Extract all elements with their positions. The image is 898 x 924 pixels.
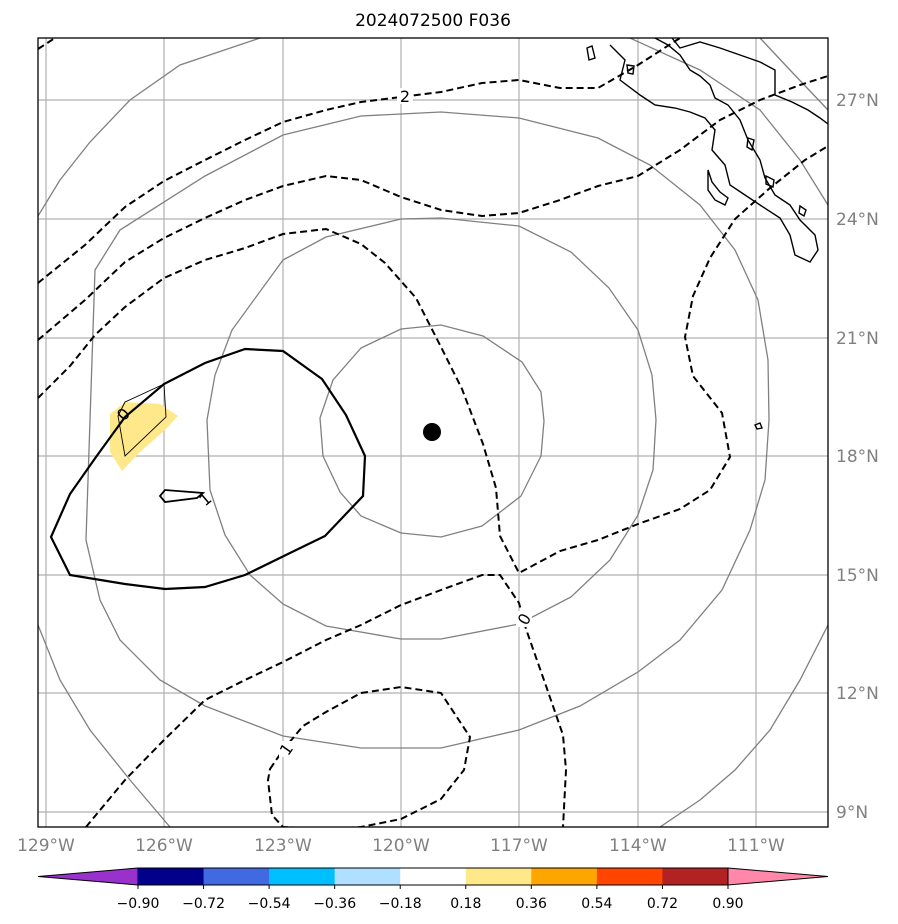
colorbar-tick-label: 0.54	[581, 896, 612, 912]
range-ring-15deg-right	[759, 38, 828, 111]
lat-label: 12°N	[836, 684, 879, 704]
colorbar-tick-label: −0.90	[117, 896, 160, 912]
map-frame	[37, 37, 829, 828]
colorbar-segment	[465, 868, 532, 885]
lat-label: 9°N	[836, 803, 868, 823]
colorbar-segment	[400, 868, 467, 885]
colorbar-tick-label: −0.54	[248, 896, 291, 912]
colorbar-border	[138, 867, 728, 886]
lon-label: 117°W	[490, 836, 548, 856]
lat-label: 24°N	[836, 210, 879, 230]
lon-label: 111°W	[727, 836, 785, 856]
lat-label: 27°N	[836, 91, 879, 111]
lat-label: 21°N	[836, 329, 879, 349]
range-ring-12deg-bottom	[38, 624, 171, 827]
colorbar-extend-max	[727, 867, 829, 886]
range-ring-12deg	[38, 38, 261, 217]
contour-label-bg	[279, 741, 293, 757]
colorbar-segment	[138, 868, 205, 885]
colorbar-tick-label: 0.36	[516, 896, 547, 912]
colorbar-tick-label: −0.18	[379, 896, 422, 912]
map-area[interactable]: 2 0 1 0 1	[37, 37, 829, 829]
colorbar-tick-label: −0.36	[313, 896, 356, 912]
storm-center-marker[interactable]	[423, 423, 441, 441]
gridlines	[38, 38, 828, 827]
dashed-contours	[38, 38, 828, 827]
contour-dashed-upper	[38, 38, 56, 50]
colorbar-tick-label: −0.72	[182, 896, 225, 912]
colorbar-extend-min	[37, 867, 139, 886]
range-ring-12deg-bottomright	[659, 624, 828, 827]
contour-solid-zero	[49, 347, 367, 591]
range-ring-6deg	[206, 217, 657, 640]
colorbar-segment	[203, 868, 270, 885]
shade-outline	[117, 383, 167, 457]
contour-dashed-lower	[38, 145, 828, 575]
colorbar: −0.90 −0.72 −0.54 −0.36 −0.18 0.18 0.36 0.54 0.7…	[37, 867, 829, 912]
contour-label-bg	[397, 88, 413, 104]
contour-dashed-zero	[85, 574, 568, 827]
colorbar-tick-label: 0.90	[712, 896, 743, 912]
contour-dashed-one	[266, 685, 472, 827]
lat-label: 18°N	[836, 447, 879, 467]
colorbar-segment	[596, 868, 663, 885]
plot-title: 2024072500 F036	[355, 11, 511, 31]
range-ring-9deg	[85, 111, 770, 749]
colorbar-segment	[269, 868, 336, 885]
colorbar-segment	[531, 868, 598, 885]
range-ring-3deg	[319, 324, 545, 538]
lon-label: 120°W	[372, 836, 430, 856]
lon-label: 114°W	[609, 836, 667, 856]
contour-dashed-middle	[38, 75, 828, 341]
coastline-baja	[586, 38, 828, 430]
contour-dashed-2	[38, 38, 681, 284]
longitude-labels: 129°W 126°W 123°W 120°W 117°W 114°W 111°…	[17, 836, 785, 856]
lon-label: 123°W	[254, 836, 312, 856]
contour-small-closed	[158, 489, 206, 503]
contour-label-bg	[516, 611, 532, 627]
colorbar-segment	[662, 868, 729, 885]
colorbar-tick-label: 0.72	[647, 896, 678, 912]
lon-label: 129°W	[17, 836, 75, 856]
range-ring-12deg-right	[629, 38, 828, 206]
colorbar-segment	[334, 868, 401, 885]
range-rings	[38, 38, 828, 827]
contour-label: 2	[400, 87, 410, 106]
lon-label: 126°W	[135, 836, 193, 856]
lat-label: 15°N	[836, 566, 879, 586]
colorbar-tick-label: 0.18	[450, 896, 481, 912]
latitude-labels: 27°N 24°N 21°N 18°N 15°N 12°N 9°N	[836, 91, 879, 823]
